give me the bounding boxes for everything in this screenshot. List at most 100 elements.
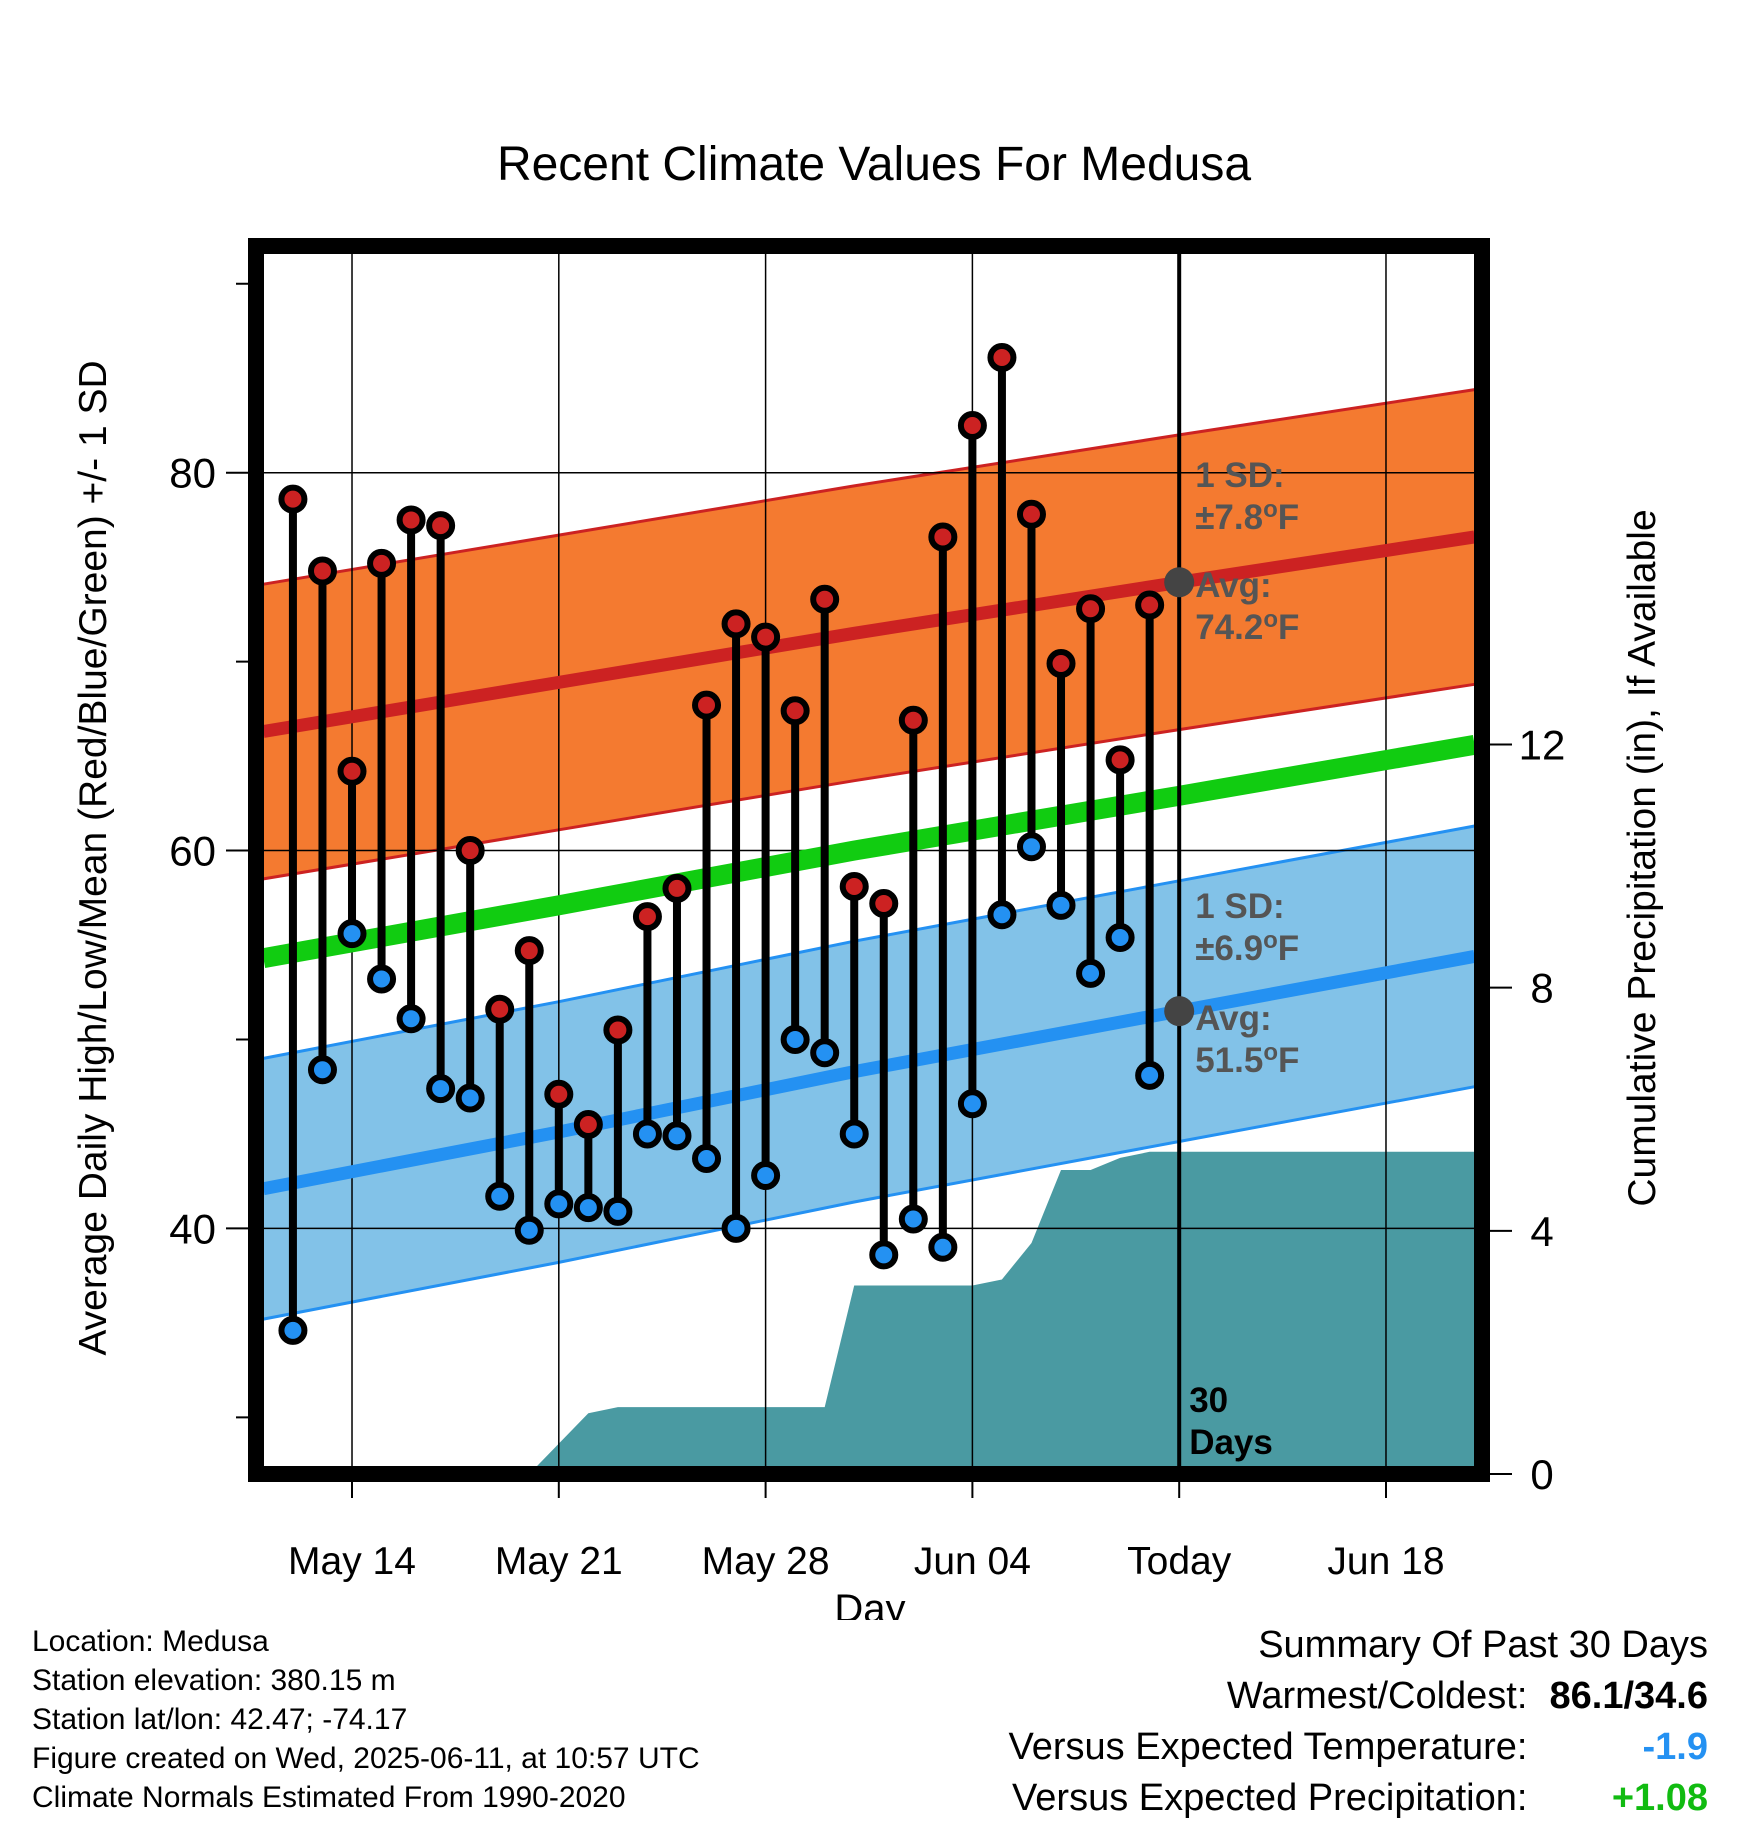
daily-low-point [1105,922,1135,952]
daily-high-point [1135,590,1165,620]
daily-low-point [455,1083,485,1113]
daily-high-point [869,888,899,918]
daily-low-point [396,1004,426,1034]
low-sd-label-line: 1 SD: [1195,887,1284,926]
low-avg-label-line: Avg: [1195,999,1271,1038]
precip-value: +1.08 [1611,1777,1708,1819]
daily-high-point [603,1015,633,1045]
x-tick-label: May 14 [288,1540,416,1583]
daily-low-point [839,1119,869,1149]
unit-letter: F [1278,608,1299,647]
days-label-line: 30 [1189,1381,1228,1420]
created-text: Figure created on Wed, 2025-06-11, at 10… [32,1742,700,1775]
high-avg-label: Avg: 74.2oF [1195,566,1299,647]
daily-high-point [396,505,426,535]
low-avg-marker [1164,996,1195,1027]
x-axis-label: Day [834,1587,905,1620]
daily-low-point [632,1119,662,1149]
daily-high-point [751,622,781,652]
daily-high-point [780,696,810,726]
daily-high-point [514,936,544,966]
daily-high-point [573,1109,603,1139]
x-tick-label: May 21 [495,1540,623,1583]
daily-low-point [987,900,1017,930]
y2-axis-label: Cumulative Precipitation (in), If Availa… [1621,509,1664,1206]
x-tick-label: May 28 [702,1540,830,1583]
daily-low-point [780,1024,810,1054]
warm-cold-label: Warmest/Coldest: [1226,1675,1528,1717]
plot-frame [248,238,1490,1482]
precip-layer [263,1151,1475,1474]
unit-letter: F [1278,929,1299,968]
observations [278,342,1165,1345]
summary-temp: Versus Expected Temperature: -1.9 [1009,1722,1708,1773]
summary-title: Summary Of Past 30 Days [1258,1624,1708,1666]
daily-high-point [544,1079,574,1109]
low-avg-label-line: 51.5oF [1195,1039,1299,1080]
low-sd-label: 1 SD: ±6.9oF [1195,887,1299,968]
daily-high-point [839,871,869,901]
daily-low-point [573,1193,603,1223]
summary-warm-cold: Warmest/Coldest: 86.1/34.6 [1009,1671,1708,1722]
daily-high-point [1105,745,1135,775]
high-avg-marker [1164,567,1195,598]
daily-low-point [721,1213,751,1243]
high-sd-label-line: ±7.8oF [1195,496,1299,537]
high-band-upper-edge [263,388,1475,586]
x-tick-label: Jun 04 [914,1540,1031,1583]
station-info: Location: Medusa Station elevation: 380.… [32,1622,700,1817]
y-tick-label: 80 [169,450,216,497]
daily-low-point [898,1204,928,1234]
daily-low-point [1016,832,1046,862]
high-sd-label: 1 SD: ±7.8oF [1195,456,1299,537]
daily-high-point [1046,649,1076,679]
daily-high-point [692,690,722,720]
degree-sign: o [1263,1039,1278,1066]
y-axis-label: Average Daily High/Low/Mean (Red/Blue/Gr… [72,360,115,1355]
precip-area [263,1151,1475,1474]
summary-precip: Versus Expected Precipitation: +1.08 [1009,1773,1708,1824]
daily-high-point [632,902,662,932]
precip-label: Versus Expected Precipitation: [1012,1777,1528,1819]
y2-tick-label: 4 [1530,1208,1553,1255]
unit-letter: F [1278,498,1299,537]
days-label-line: Days [1189,1423,1273,1462]
daily-high-point [337,756,367,786]
warm-cold-value: 86.1/34.6 [1549,1675,1708,1717]
daily-low-point [810,1038,840,1068]
daily-high-point [810,584,840,614]
low-avg-label: Avg: 51.5oF [1195,999,1299,1080]
axes: 40 60 80 0 4 8 12 May 14 May 21 May 28 Jun 04 Today… [169,282,1566,1583]
daily-low-point [514,1215,544,1245]
daily-high-point [278,484,308,514]
daily-low-point [1135,1060,1165,1090]
x-tick-label: Jun 18 [1327,1540,1444,1583]
y-tick-label: 40 [169,1205,216,1252]
high-avg-label-line: Avg: [1195,566,1271,605]
unit-letter: F [1278,1041,1299,1080]
daily-high-point [957,410,987,440]
y2-tick-label: 0 [1530,1451,1553,1498]
daily-low-point [307,1055,337,1085]
daily-low-point [662,1121,692,1151]
mean-normal-line [261,734,1477,969]
daily-low-point [869,1240,899,1270]
normals-text: Climate Normals Estimated From 1990-2020 [32,1781,626,1814]
daily-high-point [485,994,515,1024]
daily-high-point [898,705,928,735]
daily-low-point [544,1189,574,1219]
daily-high-point [426,511,456,541]
climate-chart: Recent Climate Values For Medusa 1 SD: ±7… [72,138,1664,1620]
low-sd-label-line: ±6.9oF [1195,927,1299,968]
daily-high-point [662,873,692,903]
daily-low-point [751,1161,781,1191]
summary-panel: Summary Of Past 30 Days Warmest/Coldest:… [1009,1620,1708,1824]
daily-high-point [455,836,485,866]
y2-tick-label: 12 [1519,721,1566,768]
daily-low-point [1076,958,1106,988]
y-tick-label: 60 [169,828,216,875]
daily-low-point [337,919,367,949]
daily-high-point [1076,594,1106,624]
daily-low-point [278,1315,308,1345]
